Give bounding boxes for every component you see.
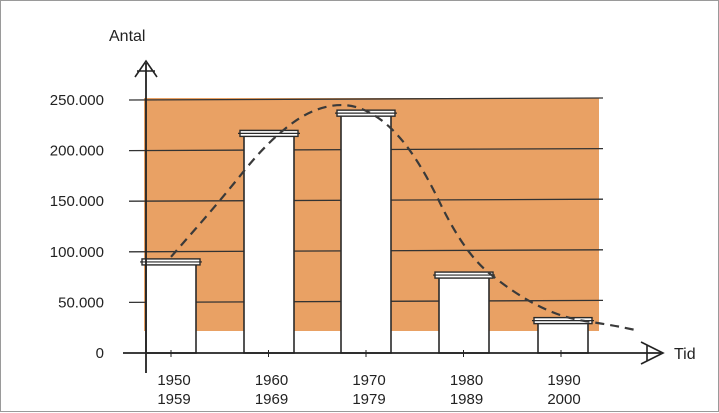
axes <box>123 59 665 373</box>
y-axis-label: Antal <box>109 28 145 45</box>
bar <box>145 261 197 354</box>
bar <box>537 319 589 354</box>
x-axis-arrow <box>640 341 665 365</box>
x-tick-label: 1990 <box>547 372 580 389</box>
bars <box>140 109 594 354</box>
x-tick-label: 1959 <box>157 391 190 408</box>
x-tick-label: 2000 <box>547 391 580 408</box>
x-tick-label: 1950 <box>157 372 190 389</box>
bar <box>243 132 295 354</box>
bar <box>438 274 490 354</box>
y-tick-labels: 0 50.000 100.000 150.000 200.000 250.000 <box>50 92 104 362</box>
x-tick-label: 1969 <box>255 391 288 408</box>
gridline <box>128 97 604 101</box>
x-tick-label: 1960 <box>255 372 288 389</box>
y-axis-arrow <box>134 59 158 78</box>
x-tick-label: 1979 <box>352 391 385 408</box>
x-tick-label: 1989 <box>450 391 483 408</box>
x-tick-label: 1980 <box>450 372 483 389</box>
x-tick-labels: 1950 1959 1960 1969 1970 1979 1980 1989 1990 2000 <box>157 372 580 408</box>
y-tick-label: 50.000 <box>58 294 104 311</box>
y-tick-label: 0 <box>96 345 104 362</box>
x-tick-label: 1970 <box>352 372 385 389</box>
x-axis-label: Tid <box>674 346 696 363</box>
y-tick-label: 200.000 <box>50 143 104 160</box>
bar <box>340 112 392 354</box>
y-tick-label: 100.000 <box>50 244 104 261</box>
y-tick-label: 250.000 <box>50 92 104 109</box>
trend-line <box>170 103 640 332</box>
y-tick-label: 150.000 <box>50 193 104 210</box>
